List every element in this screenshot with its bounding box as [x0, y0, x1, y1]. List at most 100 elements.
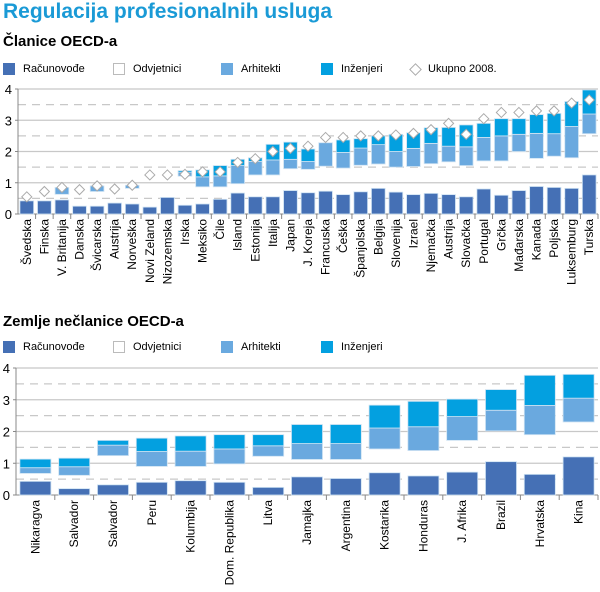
- x-tick-label: J. Koreja: [301, 219, 315, 267]
- bar-segment-arhitekti: [329, 443, 362, 460]
- x-tick-label: Salvador: [67, 500, 81, 547]
- bar-segment-racunovode: [335, 194, 351, 215]
- y-tick-label: 0: [3, 488, 10, 503]
- x-tick-label: Italija: [266, 219, 280, 247]
- x-tick-label: Austrija: [442, 219, 456, 259]
- x-tick-label: Kanada: [529, 219, 543, 261]
- bar-segment-racunovode: [212, 198, 228, 215]
- bar-segment-arhitekti: [19, 467, 52, 474]
- y-tick-label: 2: [3, 425, 10, 440]
- bar-segment-racunovode: [124, 203, 140, 215]
- marker-ukupno-2008: [548, 105, 560, 117]
- marker-ukupno-2008: [38, 185, 51, 198]
- y-tick-label: 1: [5, 176, 12, 191]
- x-tick-label: Izrael: [406, 219, 420, 248]
- legend-item-odvjetnici: Odvjetnici: [113, 63, 181, 75]
- marker-ukupno-2008: [179, 168, 191, 181]
- y-tick-label: 0: [5, 207, 12, 222]
- bar-segment-odvjetnici: [175, 466, 206, 480]
- chart-1-legend: Računovođe Odvjetnici Arhitekti Inženjer…: [3, 62, 600, 79]
- y-tick-label: 4: [3, 361, 10, 376]
- bar-segment-racunovode: [476, 188, 492, 215]
- legend-label-inzenjeri: Inženjeri: [341, 63, 383, 75]
- bar-segment-racunovode: [177, 204, 193, 215]
- bar-segment-inzenjeri: [97, 439, 129, 446]
- legend-swatch-arhitekti: [221, 63, 233, 75]
- marker-ukupno-2008: [214, 166, 226, 178]
- legend-label-arhitekti: Arhitekti: [241, 63, 281, 75]
- legend-swatch-inzenjeri: [321, 341, 333, 353]
- x-tick-label: V. Britanija: [55, 219, 69, 276]
- x-tick-label: Jamajka: [300, 500, 314, 545]
- bar-segment-arhitekti: [446, 416, 479, 441]
- bar-segment-odvjetnici: [136, 466, 167, 482]
- legend-swatch-racunovode: [3, 63, 15, 75]
- bar-segment-inzenjeri: [407, 400, 440, 428]
- x-tick-label: Hrvatska: [533, 500, 547, 548]
- x-tick-label: Belgija: [371, 219, 385, 255]
- x-tick-label: Novi Zeland: [143, 219, 157, 283]
- x-tick-label: Peru: [145, 500, 159, 525]
- bar-segment-inzenjeri: [562, 373, 595, 399]
- x-tick-label: Francuska: [319, 219, 333, 275]
- bar-segment-racunovode: [581, 174, 597, 215]
- bar-segment-racunovode: [19, 480, 52, 496]
- marker-ukupno-2008: [319, 131, 332, 144]
- bar-segment-racunovode: [213, 481, 246, 496]
- x-tick-label: Španjolska: [353, 219, 368, 278]
- x-tick-label: Nizozemska: [160, 219, 174, 285]
- bar-segment-racunovode: [97, 484, 129, 496]
- bar-segment-racunovode: [283, 190, 298, 215]
- bar-segment-odvjetnici: [485, 431, 516, 462]
- bar-segment-racunovode: [458, 196, 474, 215]
- bar-segment-inzenjeri: [485, 389, 517, 411]
- bar-segment-inzenjeri: [494, 118, 509, 137]
- bar-segment-racunovode: [546, 187, 562, 215]
- bar-segment-racunovode: [142, 206, 158, 215]
- legend-label-racunovode: Računovođe: [23, 341, 85, 353]
- bar-segment-inzenjeri: [58, 457, 91, 468]
- bar-segment-inzenjeri: [368, 404, 401, 429]
- y-tick-label: 2: [5, 145, 12, 160]
- marker-ukupno-2008: [267, 145, 279, 158]
- legend-item-ukupno: Ukupno 2008.: [408, 62, 497, 76]
- marker-ukupno-2008: [231, 156, 244, 169]
- bar-segment-odvjetnici: [447, 440, 478, 472]
- bar-segment-arhitekti: [252, 445, 285, 457]
- bar-segment-arhitekti: [174, 450, 207, 467]
- bar-segment-racunovode: [89, 205, 105, 215]
- marker-ukupno-2008: [372, 130, 385, 142]
- legend-item-racunovode: Računovođe: [3, 341, 85, 353]
- bar-segment-racunovode: [388, 191, 404, 215]
- marker-ukupno-2008: [73, 183, 86, 196]
- marker-ukupno-2008: [91, 180, 103, 192]
- x-tick-label: Estonija: [248, 219, 262, 262]
- marker-ukupno-2008: [56, 181, 68, 194]
- legend-item-racunovode: Računovođe: [3, 63, 85, 75]
- legend-label-odvjetnici: Odvjetnici: [133, 63, 182, 75]
- x-tick-label: Slovenija: [389, 219, 403, 268]
- bar-segment-racunovode: [423, 192, 439, 215]
- bar-segment-racunovode: [407, 475, 440, 496]
- x-tick-label: Kostarika: [378, 500, 392, 550]
- marker-ukupno-2008: [565, 97, 578, 109]
- x-tick-label: Kolumbija: [184, 500, 198, 553]
- x-tick-label: Brazil: [494, 500, 508, 530]
- legend-label-ukupno: Ukupno 2008.: [428, 63, 497, 75]
- x-tick-label: Slovačka: [459, 219, 473, 268]
- bar-segment-racunovode: [511, 190, 527, 215]
- legend-swatch-odvjetnici: [113, 341, 125, 353]
- marker-ukupno-2008: [355, 130, 367, 142]
- legend-item-arhitekti: Arhitekti: [221, 63, 281, 75]
- bar-segment-odvjetnici: [214, 464, 245, 482]
- y-tick-label: 1: [3, 456, 10, 471]
- marker-ukupno-2008: [583, 94, 595, 106]
- y-tick-label: 4: [5, 82, 12, 97]
- bar-segment-inzenjeri: [19, 458, 52, 469]
- x-tick-label: Salvador: [106, 500, 120, 547]
- x-tick-label: Honduras: [416, 500, 430, 552]
- bar-segment-inzenjeri: [446, 398, 479, 417]
- bar-segment-racunovode: [494, 194, 509, 215]
- bar-segment-racunovode: [72, 205, 87, 215]
